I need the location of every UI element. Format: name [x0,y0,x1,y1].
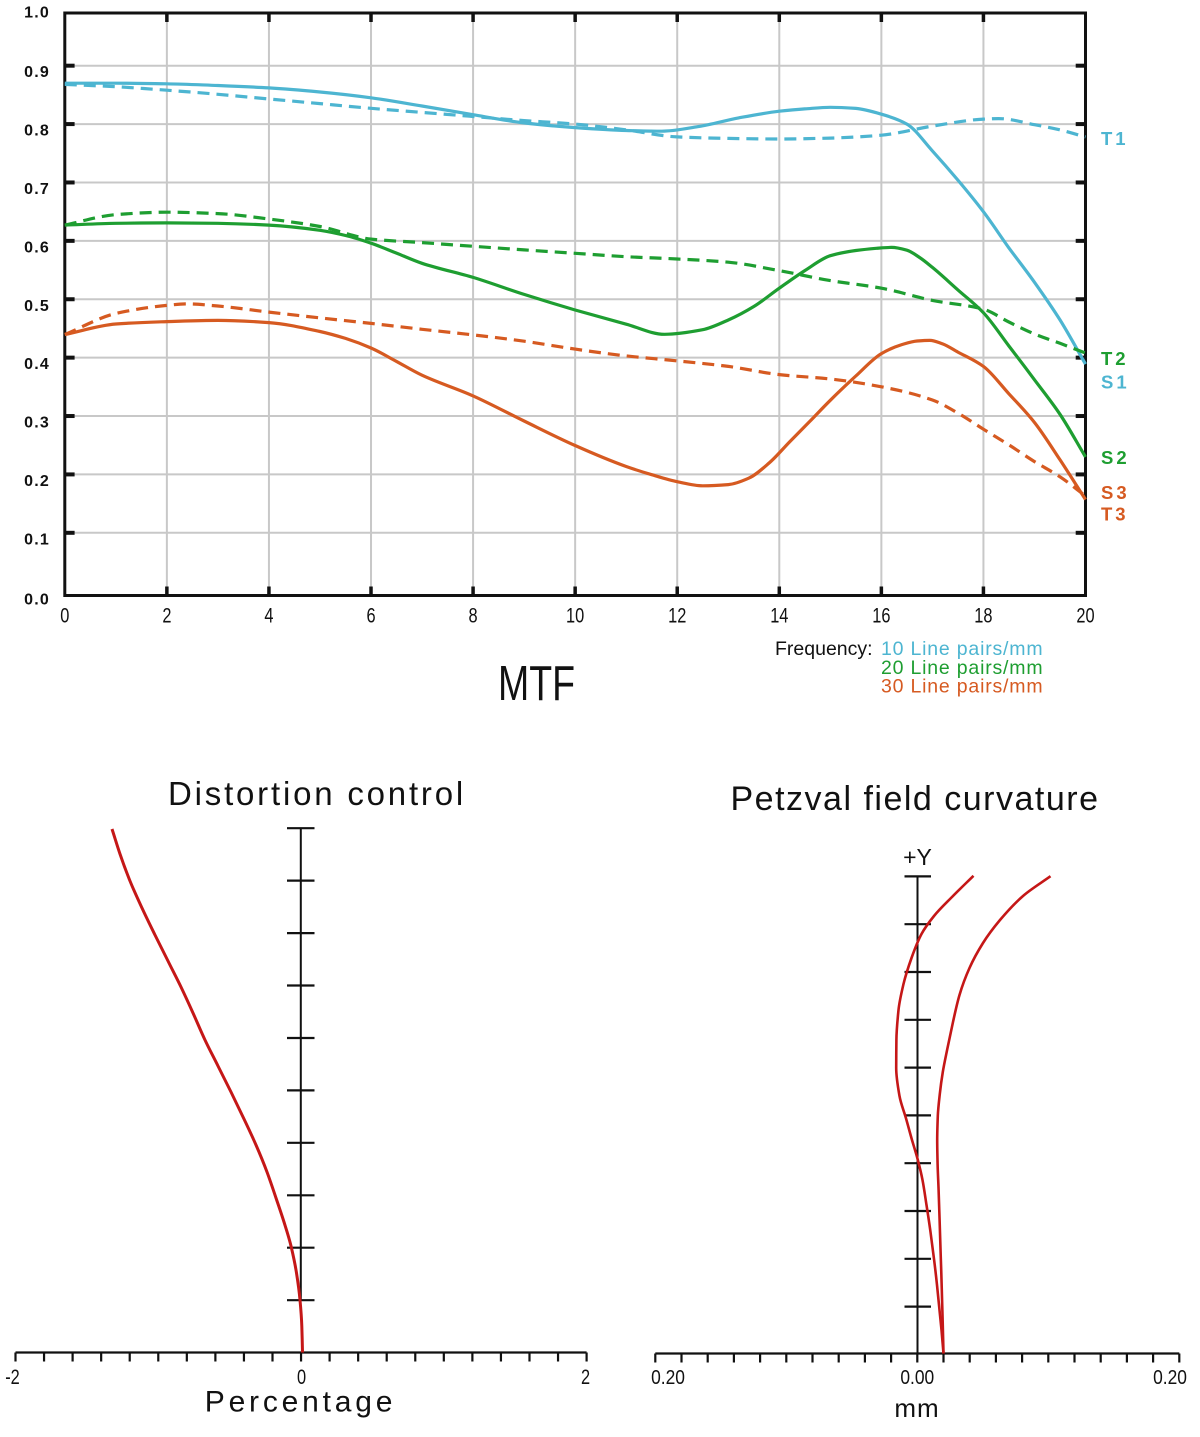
svg-text:Distortion control: Distortion control [168,775,466,812]
svg-text:14: 14 [770,604,788,627]
svg-text:T2: T2 [1101,348,1129,369]
svg-text:12: 12 [668,604,686,627]
svg-text:T1: T1 [1101,128,1129,149]
svg-text:Frequency:: Frequency: [775,638,873,660]
svg-text:S1: S1 [1101,372,1130,393]
svg-text:0.9: 0.9 [24,64,50,81]
svg-text:MTF: MTF [498,657,575,711]
svg-text:0.6: 0.6 [24,239,50,256]
svg-text:18: 18 [974,604,992,627]
svg-text:10: 10 [566,604,584,627]
svg-text:+Y: +Y [903,844,932,870]
svg-text:0: 0 [297,1365,306,1388]
svg-text:-2: -2 [5,1365,20,1388]
svg-text:0.0: 0.0 [24,592,50,609]
svg-text:2: 2 [162,604,171,627]
svg-text:2: 2 [581,1365,590,1388]
svg-text:8: 8 [469,604,478,627]
svg-text:4: 4 [264,604,273,627]
svg-text:Petzval field curvature: Petzval field curvature [731,780,1100,818]
svg-text:1.0: 1.0 [24,5,50,22]
svg-text:30 Line pairs/mm: 30 Line pairs/mm [881,676,1043,698]
svg-text:20 Line pairs/mm: 20 Line pairs/mm [881,657,1043,679]
svg-text:mm: mm [894,1393,939,1423]
svg-text:S2: S2 [1101,447,1130,468]
svg-text:10 Line pairs/mm: 10 Line pairs/mm [881,638,1043,660]
svg-text:0.1: 0.1 [24,531,50,548]
svg-text:6: 6 [366,604,375,627]
svg-text:0.5: 0.5 [24,298,50,315]
svg-text:0.4: 0.4 [24,356,50,373]
svg-text:0.2: 0.2 [24,473,50,490]
svg-text:0.20: 0.20 [1153,1366,1187,1388]
svg-text:0: 0 [60,604,69,627]
svg-text:0.00: 0.00 [900,1366,934,1388]
svg-text:0.7: 0.7 [24,181,50,198]
svg-text:0.8: 0.8 [24,123,50,140]
svg-text:T3: T3 [1101,504,1129,525]
svg-text:Percentage: Percentage [205,1386,396,1419]
svg-text:S3: S3 [1101,482,1130,503]
svg-text:0.20: 0.20 [651,1366,685,1388]
svg-text:20: 20 [1076,604,1094,627]
svg-text:0.3: 0.3 [24,415,50,432]
svg-text:16: 16 [872,604,890,627]
